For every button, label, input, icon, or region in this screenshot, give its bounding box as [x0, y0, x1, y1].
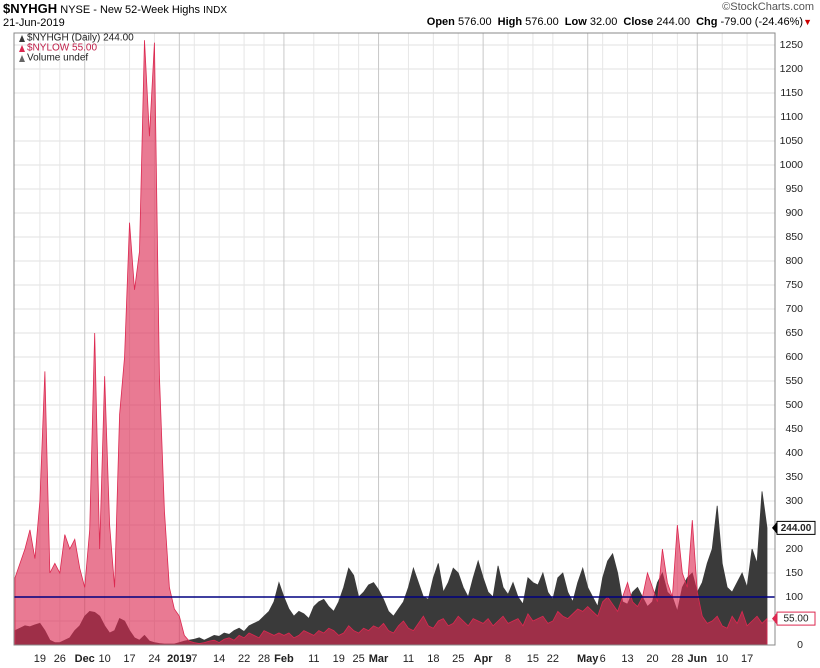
x-tick-label: 11: [308, 653, 319, 665]
x-tick-label: 7: [191, 653, 197, 665]
date: 21-Jun-2019: [3, 17, 65, 29]
legend-label: Volume undef: [27, 53, 88, 64]
x-tick-label: May: [577, 653, 599, 665]
header: $NYHGH NYSE - New 52-Week Highs INDX: [3, 1, 227, 16]
quote-value: 32.00: [589, 16, 618, 28]
x-tick-label: 14: [213, 653, 225, 665]
legend-label: $NYHGH (Daily) 244.00: [27, 33, 134, 44]
y-tick-label: 1150: [780, 87, 803, 99]
x-tick-label: 6: [600, 653, 606, 665]
legend-icon: [19, 35, 25, 42]
y-tick-label: 600: [785, 351, 803, 363]
x-tick-label: 28: [671, 653, 683, 665]
y-tick-label: 350: [785, 471, 803, 483]
quote-label: High: [497, 16, 523, 28]
quote: Open 576.00 High 576.00 Low 32.00 Close 244…: [421, 16, 812, 28]
x-tick-label: Mar: [369, 653, 389, 665]
x-tick-label: 18: [427, 653, 439, 665]
symbol: $NYHGH: [3, 1, 58, 16]
x-tick-label: 10: [716, 653, 728, 665]
y-tick-label: 700: [785, 303, 803, 315]
area: [14, 40, 768, 646]
plot-frame: [13, 32, 776, 646]
x-tick-label: 24: [148, 653, 160, 665]
x-tick-label: 11: [403, 653, 414, 665]
x-tick-label: 17: [741, 653, 753, 665]
y-tick-label: 800: [785, 255, 803, 267]
x-tick-label: 19: [34, 653, 46, 665]
x-tick-label: Dec: [75, 653, 95, 665]
last-value-label: 55.00: [783, 614, 808, 625]
last-value-box: [776, 520, 816, 535]
y-tick-label: 1000: [780, 159, 804, 171]
legend-icon: [19, 55, 25, 62]
y-tick-label: 1100: [780, 111, 803, 123]
last-value-label: 244.00: [781, 523, 812, 534]
y-tick-label: 850: [785, 231, 803, 243]
x-tick-label: 19: [333, 653, 345, 665]
y-tick-label: 1050: [780, 135, 804, 147]
x-tick-label: 8: [505, 653, 511, 665]
x-tick-label: Jun: [687, 653, 707, 665]
last-value-pointer: [772, 521, 777, 534]
legend-icon: [19, 45, 25, 52]
y-tick-label: 450: [785, 423, 803, 435]
y-tick-label: 500: [785, 399, 803, 411]
y-tick-label: 100: [785, 591, 803, 603]
x-tick-label: 28: [258, 653, 270, 665]
quote-label: Chg: [696, 16, 718, 28]
y-tick-label: 550: [785, 375, 803, 387]
y-tick-label: 0: [797, 639, 803, 651]
x-tick-label: 2019: [167, 653, 191, 665]
x-tick-label: 13: [621, 653, 633, 665]
x-tick-label: 25: [452, 653, 464, 665]
quote-value: 576.00: [457, 16, 492, 28]
y-tick-label: 650: [785, 327, 803, 339]
quote-value: -79.00 (-24.46%): [720, 16, 804, 28]
y-tick-label: 900: [785, 207, 803, 219]
quote-label: Close: [623, 16, 654, 28]
x-tick-label: 20: [646, 653, 658, 665]
last-value-pointer: [772, 612, 777, 625]
x-tick-label: Feb: [274, 653, 294, 665]
y-tick-label: 750: [785, 279, 803, 291]
y-tick-label: 200: [785, 543, 803, 555]
y-tick-label: 150: [785, 567, 803, 579]
description: NYSE - New 52-Week Highs: [60, 4, 201, 16]
x-tick-label: 25: [353, 653, 365, 665]
x-tick-label: 22: [238, 653, 250, 665]
quote-value: 576.00: [525, 16, 559, 28]
watermark: ©StockCharts.com: [722, 1, 814, 13]
change-arrow: ▼: [803, 17, 812, 27]
legend-label: $NYLOW 55.00: [27, 43, 97, 54]
x-tick-label: 17: [123, 653, 135, 665]
quote-label: Open: [426, 16, 455, 28]
x-tick-label: 10: [99, 653, 111, 665]
quote-label: Low: [564, 16, 587, 28]
y-tick-label: 400: [785, 447, 803, 459]
y-tick-label: 950: [785, 183, 803, 195]
y-tick-label: 1200: [780, 63, 804, 75]
last-value-box: [776, 611, 816, 626]
x-tick-label: 26: [54, 653, 66, 665]
x-tick-label: 22: [547, 653, 559, 665]
quote-value: 244.00: [656, 16, 691, 28]
x-tick-label: 15: [527, 653, 539, 665]
y-tick-label: 1250: [780, 39, 804, 51]
x-tick-label: Apr: [474, 653, 494, 665]
y-tick-label: 300: [785, 495, 803, 507]
exchange: INDX: [203, 5, 228, 16]
